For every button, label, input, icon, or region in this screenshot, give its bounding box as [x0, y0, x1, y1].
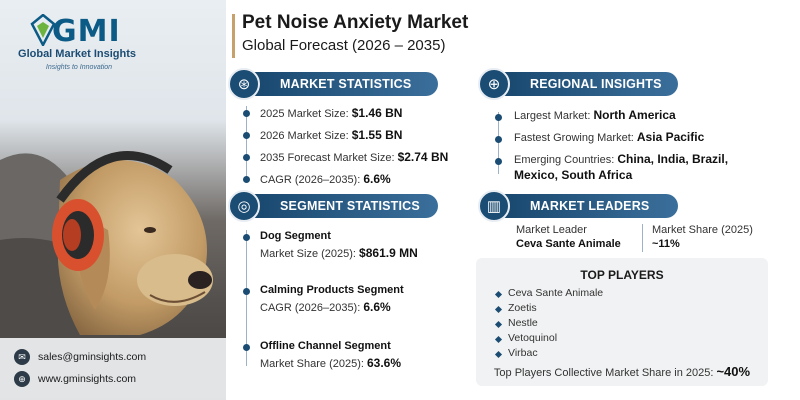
bullet-icon [494, 320, 503, 329]
globe-icon: ⊛ [228, 68, 260, 100]
brand-tagline: Insights to Innovation [45, 64, 113, 71]
region-fastest: Fastest Growing Market: Asia Pacific [514, 130, 705, 144]
timeline-dot [243, 288, 250, 295]
contact-bar: ✉ sales@gminsights.com ⊕ www.gminsights.… [0, 338, 226, 400]
email-icon: ✉ [14, 349, 30, 365]
leaders-divider [642, 224, 643, 252]
brand-full-name: Global Market Insights [18, 48, 136, 60]
contact-website[interactable]: ⊕ www.gminsights.com [14, 370, 136, 388]
stat-2025-size: 2025 Market Size: $1.46 BN [260, 106, 403, 120]
market-statistics-heading: MARKET STATISTICS [280, 77, 412, 91]
left-panel: GMI Global Market Insights Insights to I… [0, 0, 226, 400]
email-text: sales@gminsights.com [38, 351, 147, 363]
segment-statistics-header: SEGMENT STATISTICS [238, 194, 438, 218]
leader-label: Market Leader [516, 224, 587, 236]
segment-stats-timeline [246, 230, 247, 366]
segment-dog-name: Dog Segment [260, 230, 331, 242]
timeline-dot [495, 158, 502, 165]
market-stats-timeline [246, 106, 247, 178]
bullet-icon [494, 290, 503, 299]
website-text: www.gminsights.com [38, 373, 137, 385]
player-item: Virbac [508, 347, 538, 359]
market-leaders-heading: MARKET LEADERS [530, 199, 650, 213]
stat-2035-forecast: 2035 Forecast Market Size: $2.74 BN [260, 150, 449, 164]
web-icon: ⊕ [14, 371, 30, 387]
region-emerging-cont: Mexico, South Africa [514, 168, 633, 182]
segment-calming-value: CAGR (2026–2035): 6.6% [260, 300, 391, 314]
timeline-dot [243, 110, 250, 117]
market-leaders-header: MARKET LEADERS [488, 194, 678, 218]
share-value: ~11% [652, 238, 680, 250]
stat-2026-size: 2026 Market Size: $1.55 BN [260, 128, 403, 142]
timeline-dot [243, 176, 250, 183]
timeline-dot [243, 132, 250, 139]
regional-timeline [498, 112, 499, 174]
timeline-dot [243, 234, 250, 241]
logo-mark-icon [30, 14, 56, 46]
dog-illustration [0, 151, 213, 340]
timeline-dot [243, 344, 250, 351]
regional-insights-header: REGIONAL INSIGHTS [488, 72, 678, 96]
contact-email[interactable]: ✉ sales@gminsights.com [14, 348, 146, 366]
player-item: Nestle [508, 317, 538, 329]
player-item: Vetoquinol [508, 332, 558, 344]
leaders-icon: ▥ [478, 190, 510, 222]
region-largest: Largest Market: North America [514, 108, 676, 122]
page-subtitle: Global Forecast (2026 – 2035) [242, 37, 446, 54]
leader-value: Ceva Sante Animale [516, 238, 621, 250]
segment-offline-value: Market Share (2025): 63.6% [260, 356, 402, 370]
player-item: Ceva Sante Animale [508, 287, 604, 299]
share-label: Market Share (2025) [652, 224, 753, 236]
timeline-dot [243, 154, 250, 161]
target-icon: ◎ [228, 190, 260, 222]
top-players-box: TOP PLAYERS Ceva Sante Animale Zoetis Ne… [476, 258, 768, 386]
top-players-heading: TOP PLAYERS [580, 268, 664, 282]
collective-share: Top Players Collective Market Share in 2… [493, 364, 751, 379]
regional-insights-heading: REGIONAL INSIGHTS [530, 77, 662, 91]
segment-dog-value: Market Size (2025): $861.9 MN [260, 246, 418, 260]
title-accent-bar [232, 14, 235, 58]
brand-name: GMI [52, 14, 121, 49]
bullet-icon [494, 350, 503, 359]
world-icon: ⊕ [478, 68, 510, 100]
segment-calming-name: Calming Products Segment [260, 284, 404, 296]
brand-logo: GMI Global Market Insights Insights to I… [12, 10, 212, 80]
segment-offline-name: Offline Channel Segment [260, 340, 391, 352]
page-title: Pet Noise Anxiety Market [242, 12, 469, 33]
market-statistics-header: MARKET STATISTICS [238, 72, 438, 96]
player-item: Zoetis [508, 302, 537, 314]
stat-cagr: CAGR (2026–2035): 6.6% [260, 172, 391, 186]
timeline-dot [495, 114, 502, 121]
bullet-icon [494, 305, 503, 314]
timeline-dot [495, 136, 502, 143]
segment-statistics-heading: SEGMENT STATISTICS [280, 199, 420, 213]
bullet-icon [494, 335, 503, 344]
region-emerging: Emerging Countries: China, India, Brazil… [514, 152, 729, 166]
